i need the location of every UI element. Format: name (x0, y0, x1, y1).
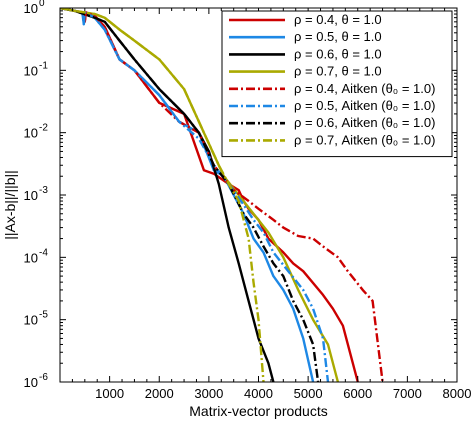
x-tick-label: 5000 (294, 386, 323, 401)
x-tick-label: 8000 (443, 386, 472, 401)
y-tick-exponent: -6 (39, 372, 48, 383)
y-tick-exponent: -3 (39, 185, 48, 196)
y-tick-base: 10 (24, 126, 38, 141)
y-tick-exponent: -1 (39, 60, 48, 71)
legend-entry-label: ρ = 0.7, θ = 1.0 (294, 64, 382, 79)
y-tick-base: 10 (24, 375, 38, 390)
y-tick-label: 10 (24, 126, 38, 141)
x-tick-label: 2000 (145, 386, 174, 401)
y-tick-base: 10 (24, 313, 38, 328)
x-tick-label: 7000 (393, 386, 422, 401)
y-tick-label: 10 (24, 63, 38, 78)
legend-entry-label: ρ = 0.5, θ = 1.0 (294, 29, 382, 44)
y-tick-exponent: -4 (39, 247, 48, 258)
y-tick-base: 10 (24, 63, 38, 78)
y-tick-label: 10 (24, 375, 38, 390)
legend-entry-label: ρ = 0.6, Aitken (θ₀ = 1.0) (294, 115, 435, 130)
y-tick-base: 10 (24, 250, 38, 265)
legend-entry-label: ρ = 0.4, θ = 1.0 (294, 12, 382, 27)
x-tick-label: 6000 (343, 386, 372, 401)
y-tick-exponent: 0 (39, 0, 45, 9)
legend-entry-label: ρ = 0.4, Aitken (θ₀ = 1.0) (294, 81, 435, 96)
y-tick-label: 10 (24, 188, 38, 203)
legend-entry-label: ρ = 0.7, Aitken (θ₀ = 1.0) (294, 132, 435, 147)
plot-area (60, 8, 384, 382)
y-axis-label: ||Ax-b||/||b|| (2, 170, 18, 240)
y-tick-label: 10 (24, 250, 38, 265)
series-line-7 (60, 8, 320, 382)
y-tick-exponent: -5 (39, 310, 48, 321)
y-tick-base: 10 (24, 1, 38, 16)
legend-entry-label: ρ = 0.6, θ = 1.0 (294, 46, 382, 61)
x-axis-label: Matrix-vector products (189, 403, 327, 419)
y-tick-label: 10 (24, 1, 38, 16)
series-lines (60, 8, 384, 382)
x-tick-label: 4000 (244, 386, 273, 401)
y-tick-exponent: -2 (39, 123, 48, 134)
legend: ρ = 0.4, θ = 1.0 ρ = 0.5, θ = 1.0 ρ = 0.6,… (221, 10, 453, 158)
x-tick-label: 1000 (95, 386, 124, 401)
y-tick-base: 10 (24, 188, 38, 203)
y-tick-label: 10 (24, 313, 38, 328)
legend-box (221, 10, 453, 158)
series-line-8 (60, 8, 265, 382)
x-tick-label: 3000 (194, 386, 223, 401)
series-line-6 (60, 8, 330, 382)
legend-entry-label: ρ = 0.5, Aitken (θ₀ = 1.0) (294, 98, 435, 113)
